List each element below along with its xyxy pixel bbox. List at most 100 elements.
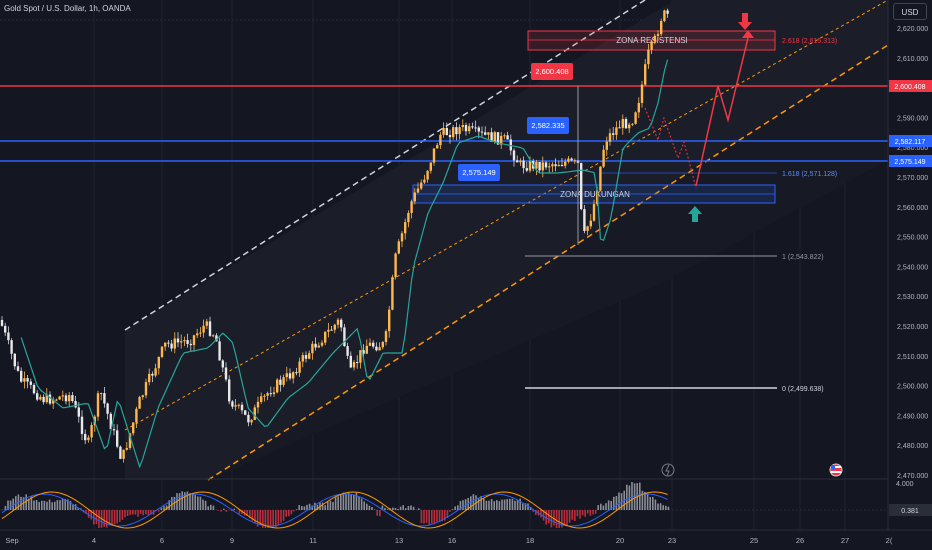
oscillator-bar: [431, 510, 433, 524]
oscillator-bar: [163, 506, 165, 510]
oscillator-bar: [77, 508, 79, 510]
oscillator-bar: [384, 507, 386, 510]
oscillator-bar: [368, 505, 371, 510]
oscillator-bar: [418, 508, 420, 510]
oscillator-bar: [649, 496, 651, 510]
candle-body: [292, 372, 295, 379]
candle-body: [202, 325, 205, 333]
oscillator-bar: [425, 510, 428, 523]
candle-body: [276, 379, 279, 393]
price-scale[interactable]: 2,620.0002,610.0002,600.0002,590.0002,58…: [897, 26, 928, 480]
oscillator-bar: [301, 506, 303, 510]
oscillator-bar: [303, 506, 306, 510]
oscillator-bar: [54, 501, 56, 510]
candle-body: [538, 161, 541, 171]
candle-body: [87, 437, 90, 441]
candle-body: [189, 343, 192, 346]
candle-body: [263, 395, 266, 397]
candle-body: [599, 166, 602, 191]
candle-body: [106, 403, 109, 414]
candle-body: [650, 41, 653, 50]
candle-body: [128, 433, 132, 448]
candle-body: [122, 449, 125, 459]
oscillator-bar: [197, 496, 199, 510]
candle-body: [61, 395, 64, 397]
oscillator-bar: [626, 484, 628, 510]
symbol-title[interactable]: Gold Spot / U.S. Dollar, 1h, OANDA: [4, 4, 131, 13]
candle-body: [247, 414, 250, 423]
time-tick-label: 23: [668, 536, 676, 545]
oscillator-bar: [41, 500, 43, 510]
candle-body: [317, 345, 320, 348]
oscillator-bar: [615, 496, 618, 510]
oscillator-bar: [555, 510, 558, 528]
oscillator-bar: [363, 501, 365, 510]
candle-body: [253, 407, 256, 420]
oscillator-bar: [137, 510, 139, 517]
currency-button[interactable]: USD: [893, 3, 927, 20]
oscillator-bar: [371, 506, 373, 510]
time-axis[interactable]: Sep 4 6 9 11 13 16 18 20 23 25 26 27 2(: [5, 536, 893, 545]
oscillator-bar: [223, 508, 225, 510]
oscillator-bar: [514, 500, 516, 510]
candle-body: [151, 373, 154, 376]
oscillator-bar: [641, 490, 644, 510]
candle-body: [304, 355, 308, 359]
candle-body: [279, 379, 282, 385]
oscillator-bar: [181, 491, 183, 510]
channel-lower-line: [207, 44, 889, 481]
oscillator-bar: [56, 500, 59, 510]
time-tick-label: 20: [616, 536, 624, 545]
candle-body: [180, 341, 183, 343]
candle-body: [500, 135, 503, 145]
candle-body: [468, 126, 471, 132]
time-tick-label: 18: [526, 536, 534, 545]
candle-body: [48, 394, 52, 404]
callout-2600: 2,600.408: [531, 63, 573, 80]
oscillator-bar: [74, 504, 77, 510]
oscillator-bar: [269, 510, 272, 528]
oscillator-bar: [254, 510, 256, 524]
oscillator-bar: [48, 499, 51, 510]
oscillator-bar: [459, 501, 462, 510]
time-tick-label: 2(: [886, 536, 893, 545]
candle-body: [212, 335, 215, 337]
candle-body: [394, 253, 397, 278]
candle-body: [445, 127, 448, 136]
oscillator-bar: [472, 494, 475, 510]
lightning-icon[interactable]: [661, 463, 675, 477]
oscillator-bar: [293, 510, 295, 512]
oscillator-bar: [631, 482, 633, 510]
candle-body: [36, 393, 39, 400]
candle-body: [487, 132, 490, 135]
candle-body: [512, 150, 516, 161]
oscillator-bar: [358, 496, 360, 510]
oscillator-bar: [571, 510, 573, 520]
candle-body: [192, 335, 196, 346]
oscillator-bar: [379, 510, 381, 517]
candle-body: [452, 127, 455, 138]
oscillator-bar: [639, 482, 641, 510]
oscillator-bar: [129, 510, 131, 515]
candle-body: [474, 127, 477, 129]
us-flag-icon[interactable]: [829, 463, 843, 477]
oscillator-bar: [199, 496, 202, 510]
oscillator-bar: [553, 510, 555, 526]
oscillator-bar: [600, 503, 602, 510]
svg-text:2,575.149: 2,575.149: [462, 168, 495, 177]
candle-body: [644, 64, 647, 85]
candle-body: [624, 118, 628, 129]
oscillator-bar: [470, 496, 472, 510]
oscillator-bar: [119, 510, 121, 522]
oscillator-bar: [126, 510, 129, 516]
oscillator-bar: [316, 504, 319, 510]
oscillator-bar: [233, 508, 235, 510]
oscillator-bar: [272, 510, 274, 528]
candle-body: [215, 335, 218, 342]
price-tick-label: 2,590.000: [897, 115, 928, 122]
oscillator-bar: [579, 510, 581, 519]
oscillator-bar: [633, 483, 636, 510]
oscillator-bar: [51, 502, 53, 510]
candle-body: [4, 325, 7, 333]
